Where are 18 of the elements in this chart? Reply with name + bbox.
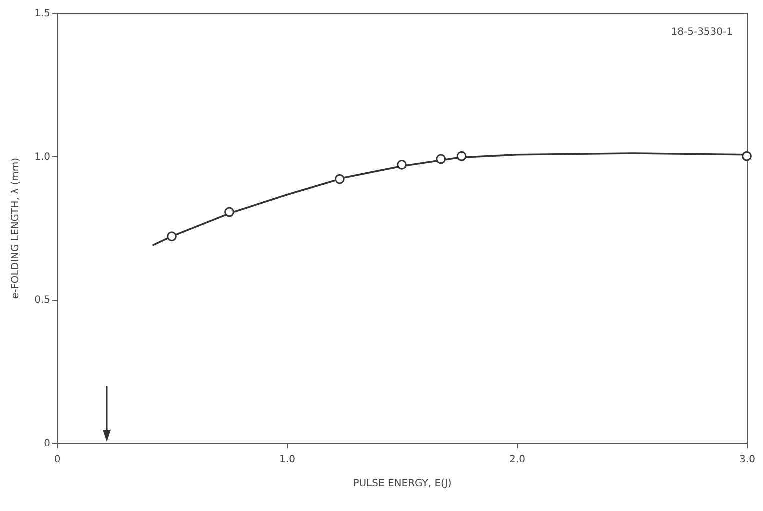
- x-tick-label: 3.0: [740, 454, 756, 466]
- point: [436, 154, 446, 164]
- point: [456, 151, 467, 162]
- y-tick-label: 1.5: [34, 8, 50, 20]
- x-axis-title: PULSE ENERGY, E(J): [353, 478, 452, 490]
- point: [224, 207, 234, 218]
- point: [742, 151, 752, 162]
- annotation: 18-5-3530-1: [671, 27, 733, 38]
- point: [334, 174, 345, 184]
- y-tick-label: 0.5: [34, 295, 50, 306]
- y-tick-label: 1.0: [34, 152, 50, 163]
- point: [397, 160, 407, 170]
- x-tick-label: 1.0: [280, 454, 296, 466]
- x-tick-label: 2.0: [510, 454, 526, 466]
- y-axis-title: e-FOLDING LENGTH, λ (mm): [10, 158, 22, 300]
- x-tick-label: 0: [54, 454, 61, 466]
- point: [167, 232, 177, 242]
- y-tick-label: 0: [44, 438, 50, 450]
